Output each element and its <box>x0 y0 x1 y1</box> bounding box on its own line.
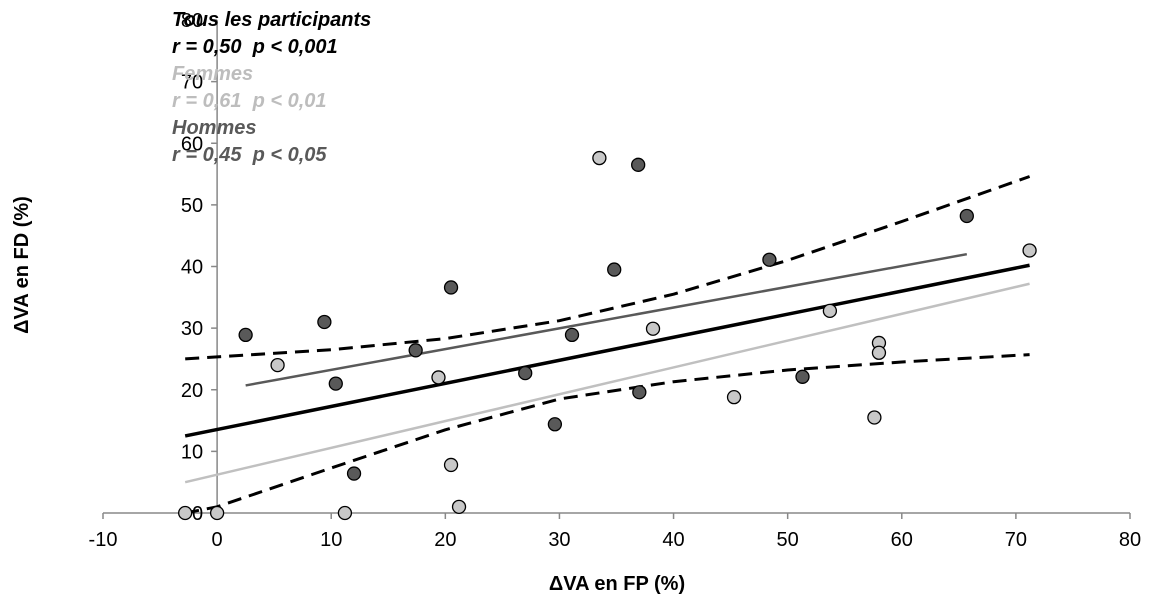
data-point <box>592 150 607 166</box>
data-point <box>431 370 446 385</box>
data-point <box>270 357 285 373</box>
x-tick-label: 80 <box>1119 529 1141 551</box>
data-point <box>408 343 423 358</box>
data-point <box>317 314 332 330</box>
data-point <box>346 466 362 481</box>
confidence-band <box>184 175 1031 515</box>
data-point <box>328 376 343 391</box>
x-tick-label: 40 <box>662 529 684 551</box>
y-tick-label: 30 <box>181 318 203 340</box>
legend-stat: r = 0,61 p < 0,01 <box>172 90 327 112</box>
x-tick-label: 50 <box>777 529 799 551</box>
data-points <box>178 150 1037 521</box>
y-tick-labels: 0 10 20 30 40 50 60 70 80 <box>181 10 218 525</box>
regression-line <box>184 263 1030 438</box>
data-point <box>607 262 622 277</box>
data-point <box>871 345 887 360</box>
data-point <box>726 389 742 405</box>
legend-stat: r = 0,50 p < 0,001 <box>172 36 338 58</box>
data-point <box>547 417 563 432</box>
y-axis-label: ΔVA en FD (%) <box>11 196 33 334</box>
data-point <box>645 321 661 336</box>
x-tick-label: -10 <box>89 529 118 551</box>
x-tick-labels: -10 0 10 20 30 40 50 60 70 80 <box>89 513 1141 551</box>
data-point <box>209 505 225 521</box>
y-tick-label: 50 <box>181 195 203 217</box>
x-tick-label: 70 <box>1005 529 1027 551</box>
data-point <box>867 410 882 425</box>
regression-lines <box>184 252 1030 484</box>
y-tick-label: 60 <box>181 133 203 155</box>
regression-line <box>245 252 968 387</box>
x-tick-label: 20 <box>434 529 456 551</box>
x-tick-label: 60 <box>891 529 913 551</box>
data-point <box>632 385 647 400</box>
data-point <box>1022 243 1037 258</box>
data-point <box>451 499 467 514</box>
legend-label: Femmes <box>172 63 253 85</box>
confidence-lower-curve <box>184 353 1030 515</box>
data-point <box>631 157 646 172</box>
y-tick-label: 40 <box>181 257 203 279</box>
confidence-upper-curve <box>185 175 1031 361</box>
data-point <box>795 369 810 384</box>
y-tick-label: 20 <box>181 380 203 402</box>
data-point <box>443 457 459 473</box>
legend-stat: r = 0,45 p < 0,05 <box>172 144 327 166</box>
x-axis-label: ΔVA en FP (%) <box>549 573 685 595</box>
x-tick-label: 0 <box>212 529 223 551</box>
data-point <box>238 327 253 343</box>
data-point <box>564 327 580 343</box>
data-point <box>518 365 533 381</box>
data-point <box>337 505 353 521</box>
data-point <box>959 208 974 224</box>
data-point <box>822 303 838 319</box>
data-point <box>178 505 193 521</box>
x-tick-label: 10 <box>320 529 342 551</box>
data-point <box>443 280 459 295</box>
regression-line <box>184 282 1030 484</box>
x-tick-label: 30 <box>548 529 570 551</box>
legend: Tous les participants r = 0,50 p < 0,001 F… <box>172 9 371 166</box>
y-tick-label: 10 <box>181 441 203 463</box>
legend-label: Tous les participants <box>172 9 371 31</box>
legend-label: Hommes <box>172 117 256 139</box>
y-tick-label: 80 <box>181 10 203 32</box>
data-point <box>762 252 777 267</box>
y-tick-label: 0 <box>192 503 203 525</box>
y-tick-label: 70 <box>181 72 203 94</box>
